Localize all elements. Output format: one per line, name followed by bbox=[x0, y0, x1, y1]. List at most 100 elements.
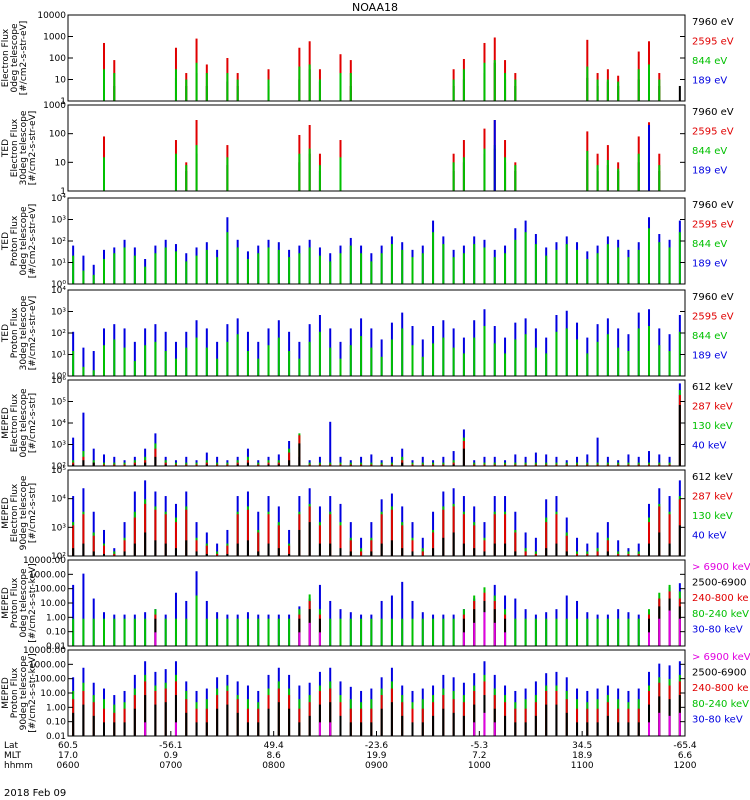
y-axis-label-line: [#/cm2-s-str-keV] bbox=[28, 653, 38, 732]
y-axis-label: MEPED Proton Flux 0deg telescope [#/cm2-s-s… bbox=[1, 563, 38, 642]
y-axis-label-line: Proton Flux bbox=[10, 577, 20, 628]
series-4 bbox=[144, 712, 681, 736]
x-tick-label: 1200 bbox=[674, 761, 697, 771]
legend-entry: 287 keV bbox=[692, 492, 733, 503]
y-tick-label: 10² bbox=[51, 329, 66, 339]
y-tick-label: 100 bbox=[49, 54, 66, 64]
y-axis-label-line: [#/cm2-s-str-keV] bbox=[28, 563, 38, 642]
y-tick-label: 10000 bbox=[37, 11, 66, 21]
x-tick-label: 1000 bbox=[468, 761, 491, 771]
y-tick-label: 1000 bbox=[43, 33, 66, 43]
y-tick-label: 10⁶ bbox=[51, 376, 66, 386]
series-3 bbox=[154, 598, 681, 646]
y-tick-label: 10.00 bbox=[40, 689, 66, 699]
y-axis-label-line: TED bbox=[1, 324, 11, 343]
y-axis-label-line: MEPED bbox=[1, 677, 11, 709]
y-tick-label: 10⁴ bbox=[51, 419, 66, 429]
panel-2: 10⁴ 10³ 10² 10¹ 10⁰ TED Proton Flux 0deg telesc… bbox=[1, 194, 734, 290]
y-axis-label-line: MEPED bbox=[1, 407, 11, 439]
x-tick-label: 19.9 bbox=[366, 751, 386, 761]
legend-entry: 7960 eV bbox=[692, 200, 734, 211]
y-axis-label-line: Proton Flux bbox=[10, 215, 20, 266]
legend-entry: 189 eV bbox=[692, 259, 727, 270]
series-2 bbox=[72, 394, 681, 466]
series-1 bbox=[72, 390, 681, 466]
y-axis-label-line: TED bbox=[1, 139, 11, 158]
y-tick-label: 10¹ bbox=[51, 351, 66, 361]
legend-entry: 2500-6900 bbox=[692, 668, 747, 679]
y-tick-label: 100 bbox=[49, 130, 66, 140]
series-0 bbox=[72, 480, 681, 556]
y-tick-label: 1000.00 bbox=[29, 570, 66, 580]
series-0 bbox=[102, 62, 681, 101]
legend-entry: 287 keV bbox=[692, 402, 733, 413]
y-tick-label: 10⁵ bbox=[51, 466, 66, 476]
x-tick-label: -65.4 bbox=[673, 741, 697, 751]
y-tick-label: 100.00 bbox=[35, 585, 67, 595]
y-tick-label: 10³ bbox=[51, 441, 66, 451]
y-axis-label-line: Electron Flux bbox=[10, 118, 20, 177]
x-tick-label: -56.1 bbox=[159, 741, 182, 751]
x-row-label: hhmm bbox=[4, 761, 33, 771]
y-axis-label-line: 0deg telescope bbox=[19, 206, 29, 276]
legend-entry: 2595 eV bbox=[692, 312, 734, 323]
y-axis-label-line: Electron Flux bbox=[10, 483, 20, 542]
panel-7: 10000.00 1000.00 100.00 10.00 1.00 0.10 0.01 ME… bbox=[1, 646, 750, 742]
legend-entry: 30-80 keV bbox=[692, 714, 743, 725]
x-tick-label: 1100 bbox=[571, 761, 594, 771]
y-tick-label: 10³ bbox=[51, 216, 66, 226]
series-2 bbox=[154, 591, 681, 646]
panel-5: 10⁵ 10⁴ 10³ 10² MEPED Electron Flux 90deg tele… bbox=[1, 466, 733, 562]
legend-entry: 189 eV bbox=[692, 166, 727, 177]
y-tick-label: 10.00 bbox=[40, 599, 66, 609]
legend-entry: 2595 eV bbox=[692, 127, 734, 138]
y-axis-label-line: [#/cm2-s-str-eV] bbox=[28, 296, 38, 371]
series-4 bbox=[154, 610, 681, 646]
y-axis-label-line: MEPED bbox=[1, 497, 11, 529]
series-1 bbox=[102, 37, 661, 101]
y-tick-label: 10² bbox=[51, 237, 66, 247]
y-tick-label: 10⁴ bbox=[51, 495, 66, 505]
y-axis-label: MEPED Electron Flux 90deg telescope [#/cm2-… bbox=[1, 475, 38, 550]
plot-frame bbox=[67, 469, 686, 557]
series-0 bbox=[72, 217, 681, 284]
y-tick-label: 10³ bbox=[51, 523, 66, 533]
legend-entry: 40 keV bbox=[692, 441, 726, 452]
legend-entry: > 6900 keV bbox=[692, 562, 750, 573]
y-tick-label: 10¹ bbox=[51, 259, 66, 269]
panel-0: 10000 1000 100 10 1 Electron Flux 0deg telesco… bbox=[1, 11, 734, 107]
legend-entry: 844 eV bbox=[692, 56, 727, 67]
y-axis-label-line: 0deg telescope bbox=[19, 388, 29, 458]
y-axis-label-line: Proton Flux bbox=[10, 307, 20, 358]
legend-entry: 80-240 keV bbox=[692, 609, 749, 620]
series-0 bbox=[72, 383, 681, 466]
panel-6: 10000.00 1000.00 100.00 10.00 1.00 0.10 0.01 ME… bbox=[1, 556, 750, 652]
y-axis-label-line: [#/cm2-s-str-eV] bbox=[19, 21, 29, 96]
series-3 bbox=[493, 119, 651, 191]
x-tick-label: 34.5 bbox=[572, 741, 592, 751]
legend-entry: 844 eV bbox=[692, 146, 727, 157]
y-tick-label: 10⁵ bbox=[51, 398, 66, 408]
y-tick-label: 1000.00 bbox=[29, 660, 66, 670]
x-tick-label: 0700 bbox=[159, 761, 182, 771]
panel-4: 10⁶ 10⁵ 10⁴ 10³ 10² MEPED Electron Flux 0deg te… bbox=[1, 376, 733, 472]
x-tick-label: 6.6 bbox=[678, 751, 693, 761]
y-tick-label: 0.10 bbox=[46, 628, 66, 638]
y-axis-label-line: 0deg telescope bbox=[19, 568, 29, 638]
x-tick-label: 49.4 bbox=[264, 741, 284, 751]
plot-frame bbox=[67, 559, 686, 647]
legend-entry: 612 keV bbox=[692, 382, 733, 393]
y-axis-label: TED Electron Flux 30deg telescope [#/cm2-s-… bbox=[1, 110, 38, 185]
y-tick-label: 100.00 bbox=[35, 675, 67, 685]
series-3 bbox=[72, 695, 681, 736]
x-tick-label: -5.3 bbox=[471, 741, 489, 751]
panel-1: 1000 100 10 1 TED Electron Flux 30deg telescop… bbox=[1, 101, 734, 197]
legend-entry: 2500-6900 bbox=[692, 578, 747, 589]
y-axis-label-line: Electron Flux bbox=[1, 28, 11, 87]
x-tick-label: 8.6 bbox=[267, 751, 282, 761]
x-tick-label: 7.2 bbox=[472, 751, 486, 761]
legend-entry: 7960 eV bbox=[692, 107, 734, 118]
y-tick-label: 10 bbox=[55, 158, 67, 168]
